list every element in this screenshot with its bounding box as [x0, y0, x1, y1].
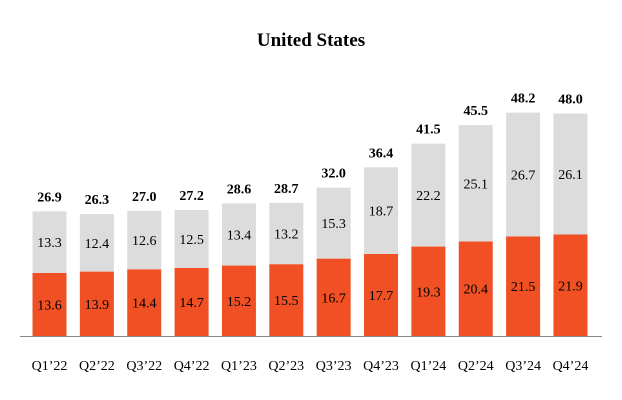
bar-segment-top — [79, 214, 114, 272]
bar-segment-bottom — [553, 234, 588, 336]
bar-segment-bottom — [458, 241, 493, 336]
data-label-bottom: 15.2 — [227, 295, 252, 310]
bar-segment-top — [458, 125, 493, 242]
data-label-top: 26.7 — [511, 168, 536, 183]
total-label: 28.7 — [274, 182, 299, 197]
bar-segment-bottom — [221, 265, 256, 336]
data-label-bottom: 15.5 — [274, 294, 299, 309]
data-label-bottom: 13.6 — [37, 298, 62, 313]
data-label-top: 15.3 — [321, 217, 346, 232]
x-tick-label: Q1’22 — [32, 359, 68, 374]
total-label: 26.9 — [37, 190, 62, 205]
total-label: 32.0 — [321, 167, 346, 182]
bar-segment-bottom — [269, 264, 304, 336]
data-label-top: 22.2 — [416, 189, 441, 204]
data-label-bottom: 21.9 — [558, 279, 583, 294]
bar-segment-top — [32, 211, 67, 273]
bar-segment-top — [269, 202, 304, 265]
chart-title: United States — [257, 30, 365, 51]
x-tick-label: Q4’22 — [174, 359, 210, 374]
bar-segment-top — [316, 187, 351, 259]
bar-segment-top — [553, 113, 588, 235]
x-tick-label: Q2’22 — [79, 359, 115, 374]
x-tick-label: Q3’24 — [505, 359, 541, 374]
bar-segment-bottom — [79, 271, 114, 336]
data-label-top: 12.4 — [85, 237, 110, 252]
total-label: 28.6 — [227, 182, 252, 197]
x-tick-labels: Q1’22 Q2’22 Q3’22 Q4’22 Q1’23 Q2’23 Q3’23 Q4’23… — [32, 359, 589, 374]
data-label-top: 18.7 — [369, 205, 394, 220]
data-label-bottom: 21.5 — [511, 280, 536, 295]
data-label-top: 12.5 — [179, 233, 204, 248]
bar-segment-bottom — [32, 272, 67, 336]
bar-segment-top — [174, 209, 209, 268]
x-tick-label: Q2’24 — [458, 359, 494, 374]
bar-segment-bottom — [364, 253, 399, 336]
data-label-top: 25.1 — [463, 177, 488, 192]
data-label-bottom: 14.4 — [132, 297, 157, 312]
total-label: 27.0 — [132, 190, 157, 205]
bar-segment-bottom — [316, 258, 351, 336]
bar-segment-bottom — [174, 267, 209, 336]
bar-segment-top — [506, 112, 541, 237]
total-label: 48.0 — [558, 93, 583, 108]
x-tick-label: Q4’23 — [363, 359, 399, 374]
data-label-bottom: 19.3 — [416, 285, 441, 300]
total-label: 36.4 — [369, 146, 394, 161]
bar-segment-bottom — [411, 246, 446, 336]
total-label: 41.5 — [416, 123, 441, 138]
data-label-bottom: 16.7 — [321, 291, 346, 306]
data-label-bottom: 17.7 — [369, 289, 394, 304]
x-tick-label: Q2’23 — [268, 359, 304, 374]
data-label-bottom: 20.4 — [463, 283, 488, 298]
data-label-top: 12.6 — [132, 234, 157, 249]
total-label: 48.2 — [511, 92, 536, 107]
data-label-bottom: 13.9 — [85, 298, 110, 313]
bar-segment-top — [411, 143, 446, 247]
x-tick-label: Q1’24 — [410, 359, 446, 374]
data-label-top: 13.2 — [274, 228, 299, 243]
x-tick-label: Q3’22 — [126, 359, 162, 374]
bar-segment-top — [127, 210, 162, 270]
bar-segment-bottom — [127, 269, 162, 336]
data-label-top: 13.3 — [37, 236, 62, 251]
data-label-bottom: 14.7 — [179, 296, 204, 311]
bar-segment-top — [364, 167, 399, 254]
x-tick-label: Q1’23 — [221, 359, 257, 374]
data-label-top: 13.4 — [227, 229, 252, 244]
total-label: 27.2 — [179, 189, 204, 204]
total-label: 26.3 — [85, 193, 110, 208]
x-tick-label: Q3’23 — [316, 359, 352, 374]
bar-segment-top — [221, 203, 256, 266]
total-label: 45.5 — [463, 104, 488, 119]
data-label-top: 26.1 — [558, 168, 583, 183]
x-tick-label: Q4’24 — [553, 359, 589, 374]
bar-segment-bottom — [506, 236, 541, 336]
bars-group: 13.6 13.3 26.9 13.9 12.4 26.3 14.4 12.6 27.0 14.7… — [32, 92, 588, 336]
